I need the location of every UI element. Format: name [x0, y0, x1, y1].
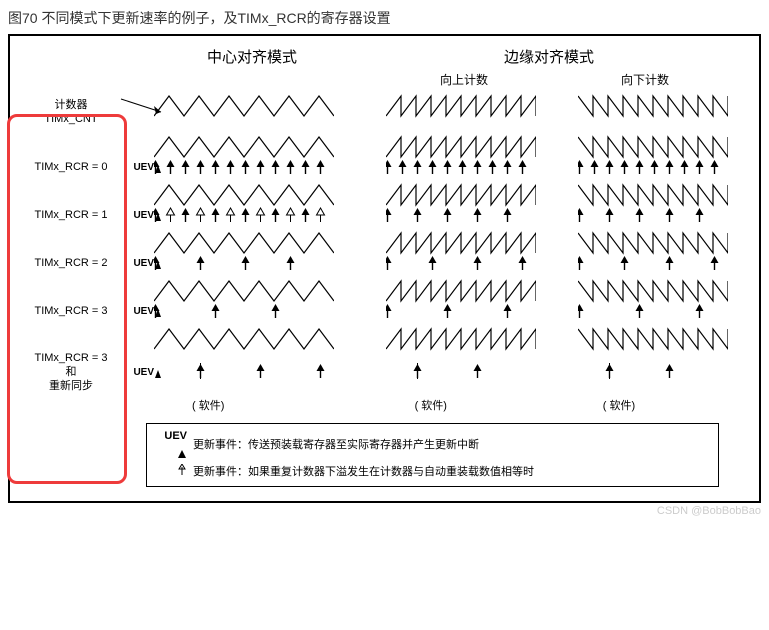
wave-rcr2-center: [154, 229, 364, 255]
arrows-rcr1-up: [386, 207, 556, 225]
arrows-rcr3-down: [578, 303, 748, 321]
sub-headers: 向上计数 向下计数: [136, 71, 749, 88]
software-label-center: ( 软件): [154, 397, 392, 413]
wave-rcr2-up: [386, 229, 556, 255]
legend-box: UEV 更新事件：传送预装载寄存器至实际寄存器并产生更新中断 更新事件：如果重复…: [146, 423, 719, 487]
uev-label-rcr3: UEV: [126, 306, 154, 317]
counter-label: 计数器 TIMx_CNT: [16, 92, 126, 127]
wave-rcr0-down: [578, 133, 748, 159]
legend-arrow-icon: [155, 464, 187, 483]
arrows-rcr3-center: [154, 303, 364, 321]
arrows-rcr2-down: [578, 255, 748, 273]
row-label-rcr0: TIMx_RCR = 0: [16, 160, 126, 174]
arrow-row-rcr2: TIMx_RCR = 2UEV: [16, 255, 749, 273]
arrow-row-resync: TIMx_RCR = 3和重新同步UEV: [16, 351, 749, 394]
uev-label-resync: UEV: [126, 367, 154, 378]
sub-header-down: 向下计数: [560, 71, 730, 88]
wave-counter-up: [386, 92, 556, 126]
arrows-rcr2-center: [154, 255, 364, 273]
watermark: CSDN @BobBobBao: [8, 505, 761, 517]
arrows-rcr3-up: [386, 303, 556, 321]
wave-rcr2-down: [578, 229, 748, 255]
wave-rcr1-center: [154, 181, 364, 207]
legend-arrow-text: 更新事件：如果重复计数器下溢发生在计数器与自动重装载数值相等时: [193, 464, 534, 482]
wave-counter-down: [578, 92, 748, 126]
wave-row-rcr1: [16, 181, 749, 207]
figure-title: 图70 不同模式下更新速率的例子，及TIMx_RCR的寄存器设置: [8, 8, 761, 28]
arrows-resync-down: [578, 363, 748, 381]
arrows-resync-up: [386, 363, 556, 381]
wave-rcr1-down: [578, 181, 748, 207]
legend-row-arrow: 更新事件：如果重复计数器下溢发生在计数器与自动重装载数值相等时: [155, 464, 710, 483]
legend-row-uev: UEV 更新事件：传送预装载寄存器至实际寄存器并产生更新中断: [155, 428, 710, 463]
counter-label-1: 计数器: [55, 99, 88, 111]
arrows-rcr0-center: [154, 159, 364, 177]
header-edge-aligned: 边缘对齐模式: [368, 46, 730, 67]
arrows-rcr0-up: [386, 159, 556, 177]
sub-header-spacer: [136, 71, 368, 88]
wave-resync-center: [154, 325, 364, 351]
counter-label-2: TIMx_CNT: [44, 113, 97, 125]
header-center-aligned: 中心对齐模式: [136, 46, 368, 67]
arrow-row-rcr0: TIMx_RCR = 0UEV: [16, 159, 749, 177]
row-label-rcr2: TIMx_RCR = 2: [16, 256, 126, 270]
row-label-resync: TIMx_RCR = 3和重新同步: [16, 351, 126, 394]
sub-header-up: 向上计数: [368, 71, 560, 88]
software-label-down: ( 软件): [580, 397, 749, 413]
wave-rcr0-up: [386, 133, 556, 159]
wave-row-resync: [16, 325, 749, 351]
wave-resync-up: [386, 325, 556, 351]
rows-container: TIMx_RCR = 0UEVTIMx_RCR = 1UEVTIMx_RCR =…: [16, 133, 749, 394]
wave-row-rcr2: [16, 229, 749, 255]
uev-label-rcr1: UEV: [126, 210, 154, 221]
wave-rcr3-center: [154, 277, 364, 303]
wave-rcr3-up: [386, 277, 556, 303]
column-headers: 中心对齐模式 边缘对齐模式: [136, 46, 749, 67]
wave-row-rcr0: [16, 133, 749, 159]
arrows-rcr1-down: [578, 207, 748, 225]
wave-rcr3-down: [578, 277, 748, 303]
arrows-resync-center: [154, 363, 364, 381]
arrows-rcr2-up: [386, 255, 556, 273]
wave-counter-center: [154, 92, 364, 126]
legend-uev-text: 更新事件：传送预装载寄存器至实际寄存器并产生更新中断: [193, 437, 479, 455]
arrow-row-rcr3: TIMx_RCR = 3UEV: [16, 303, 749, 321]
counter-row: 计数器 TIMx_CNT: [16, 92, 749, 127]
row-label-rcr3: TIMx_RCR = 3: [16, 304, 126, 318]
wave-resync-down: [578, 325, 748, 351]
row-label-rcr1: TIMx_RCR = 1: [16, 208, 126, 222]
software-label-up: ( 软件): [392, 397, 580, 413]
diagram-container: 中心对齐模式 边缘对齐模式 向上计数 向下计数 计数器 TIMx_CNT TIM…: [8, 34, 761, 503]
arrows-rcr1-center: [154, 207, 364, 225]
wave-rcr1-up: [386, 181, 556, 207]
wave-row-rcr3: [16, 277, 749, 303]
wave-rcr0-center: [154, 133, 364, 159]
arrow-row-rcr1: TIMx_RCR = 1UEV: [16, 207, 749, 225]
uev-label-rcr2: UEV: [126, 258, 154, 269]
software-label-row: ( 软件) ( 软件) ( 软件): [154, 397, 749, 413]
uev-label-rcr0: UEV: [126, 162, 154, 173]
arrows-rcr0-down: [578, 159, 748, 177]
legend-uev-icon: UEV: [155, 428, 187, 463]
